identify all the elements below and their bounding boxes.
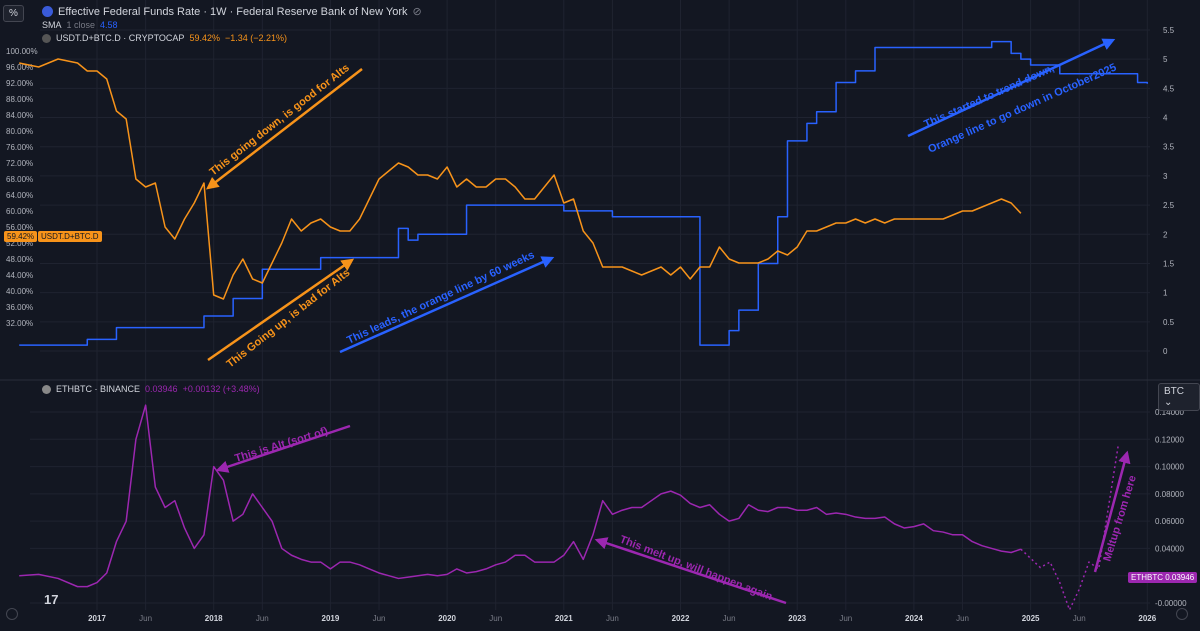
symbol-icon [42,33,51,43]
left-tick-label: 32.00% [6,319,33,328]
annotation-alt: This is Alt (sort of) [233,425,329,465]
left-tick-label: 92.00% [6,79,33,88]
left-tick-label: 56.00% [6,223,33,232]
time-tick-label: 2023 [788,614,806,623]
ethbtc-value: 0.03946 [145,384,178,394]
ethbtc-tick-label: 0.12000 [1155,435,1184,444]
time-tick-label: Jun [723,614,736,623]
time-tick-label: Jun [139,614,152,623]
right-tick-label: 3.5 [1163,143,1175,152]
ethbtc-line [19,404,1022,588]
flag-icon [42,6,53,17]
time-tick-label: Jun [373,614,386,623]
grid [30,0,1150,610]
right-tick-label: 4 [1163,114,1168,123]
left-tick-label: 96.00% [6,63,33,72]
ethbtc-name: ETHBTC · BINANCE [56,384,141,394]
time-tick-label: Jun [489,614,502,623]
left-tick-label: 72.00% [6,159,33,168]
ethbtc-tick-label: 0.08000 [1155,490,1184,499]
sma-params: 1 close [66,20,96,30]
right-tick-label: 1 [1163,289,1168,298]
annotation-meltup-here: Meltup from here [1101,474,1139,563]
series-lines [19,40,1149,611]
time-tick-label: Jun [256,614,269,623]
chart-title: Effective Federal Funds Rate · 1W · Fede… [58,5,408,18]
time-tick-label: 2020 [438,614,456,623]
dominance-name: USDT.D+BTC.D · CRYPTOCAP [56,33,185,43]
sma-line [19,40,1149,346]
ethbtc-tick-label: 0.06000 [1155,517,1184,526]
left-tick-label: 100.00% [6,47,38,56]
ethbtc-projection-line [1020,445,1119,611]
ethbtc-tick-label: 0.14000 [1155,408,1184,417]
dominance-value: 59.42% [189,33,220,43]
time-tick-label: 2022 [672,614,690,623]
annotation-arrow-going-up [207,258,355,362]
currency-selector[interactable]: BTC ⌄ [1158,383,1200,411]
eye-icon[interactable]: ⊘ [412,6,422,18]
ethbtc-tick-label: 0.04000 [1155,544,1184,553]
left-tick-label: 88.00% [6,95,33,104]
right-tick-label: 4.5 [1163,84,1175,93]
time-tick-label: 2019 [322,614,340,623]
left-tick-label: 60.00% [6,207,33,216]
right-tick-label: 3 [1163,172,1168,181]
time-tick-label: 2025 [1022,614,1040,623]
annotation-arrow-trend-down [907,38,1116,138]
tradingview-logo: 17 [44,592,59,607]
left-tick-label: 40.00% [6,287,33,296]
ethbtc-tick-label: -0.00000 [1155,599,1187,608]
right-axis: 5.5 5 4.5 4 3.5 3 2.5 2 1.5 1 0.5 0 [1163,26,1175,356]
dominance-symbol-badge: USDT.D+BTC.D [38,231,102,242]
left-tick-label: 36.00% [6,303,33,312]
annotation-arrow-alt [215,424,351,473]
time-tick-label: 2024 [905,614,923,623]
right-tick-label: 2 [1163,230,1168,239]
left-tick-label: 76.00% [6,143,33,152]
time-tick-label: Jun [839,614,852,623]
right-tick-label: 2.5 [1163,201,1175,210]
ethbtc-icon [42,384,51,394]
annotation-going-up: This Going up, is bad for Alts [224,267,352,371]
right-tick-label: 5.5 [1163,26,1175,35]
ethbtc-price-badge: ETHBTC 0.03946 [1128,572,1198,583]
time-tick-label: Jun [606,614,619,623]
left-tick-label: 48.00% [6,255,33,264]
sma-value: 4.58 [100,20,118,30]
time-tick-label: 2018 [205,614,223,623]
time-tick-label: 2017 [88,614,106,623]
left-tick-label: 52.00% [6,239,33,248]
right-tick-label: 1.5 [1163,259,1175,268]
right-tick-label: 0 [1163,347,1168,356]
annotation-arrow-going-down [206,68,363,190]
left-tick-label: 84.00% [6,111,33,120]
ethbtc-tick-label: 0.10000 [1155,463,1184,472]
time-tick-label: Jun [956,614,969,623]
annotation-arrow-leads [339,256,555,354]
ethbtc-change: +0.00132 (+3.48%) [182,384,260,394]
right-tick-label: 5 [1163,55,1168,64]
time-tick-label: 2021 [555,614,573,623]
dominance-price-badge: 59.42% [4,231,38,242]
sma-label: SMA [42,20,62,30]
auto-scale-icon[interactable] [1176,608,1188,620]
left-tick-label: 44.00% [6,271,33,280]
left-tick-label: 68.00% [6,175,33,184]
scale-selector[interactable]: % [3,5,24,22]
time-tick-label: Jun [1073,614,1086,623]
annotation-arrow-melt-up [594,537,787,605]
left-axis: 100.00% 96.00% 92.00% 88.00% 84.00% 80.00% 76.… [6,47,38,328]
time-axis: 2017 Jun 2018 Jun 2019 Jun 2020 Jun 2021 Jun 2022 J… [88,614,1157,623]
left-tick-label: 64.00% [6,191,33,200]
dominance-change: −1.34 (−2.21%) [224,33,288,43]
annotation-arrow-meltup-here [1093,450,1131,573]
left-tick-label: 80.00% [6,127,33,136]
dominance-line [19,58,1022,300]
annotation-melt-up: This melt up, will happen again [618,534,774,604]
time-tick-label: 2026 [1138,614,1156,623]
right-tick-label: 0.5 [1163,318,1175,327]
settings-icon[interactable] [6,608,18,620]
